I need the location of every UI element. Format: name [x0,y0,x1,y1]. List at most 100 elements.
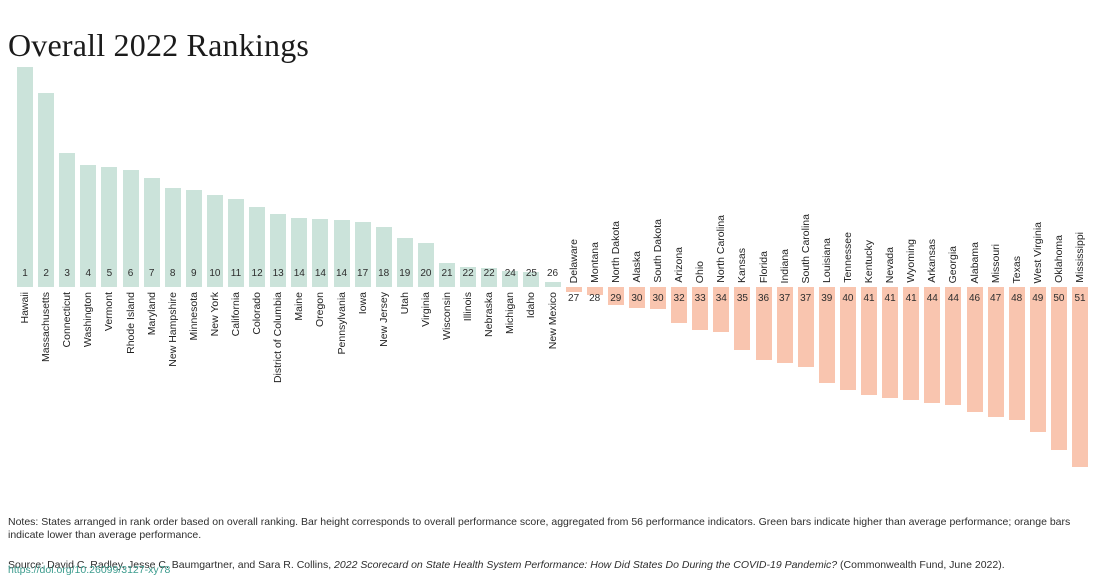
below-average-bar [1050,287,1067,450]
state-column: 29 North Dakota [607,65,624,477]
state-name-label: Nevada [884,246,897,283]
rank-label: 46 [968,293,981,304]
below-average-bar [797,287,814,367]
below-average-bar [671,287,688,323]
state-column: 9 Minnesota [185,65,202,477]
rank-label: 22 [462,268,474,279]
rank-label: 41 [884,293,896,304]
above-average-bar [312,219,329,287]
state-name-label: Kansas [736,247,749,283]
rank-label: 30 [652,293,664,304]
chart-notes: Notes: States arranged in rank order bas… [8,515,1071,541]
state-column: 5 Vermont [101,65,118,477]
doi-link[interactable]: https://doi.org/10.26099/3127-xy78 [8,564,171,576]
rank-label: 33 [694,293,706,304]
state-column: 14 Maine [291,65,308,477]
rank-label: 41 [863,293,875,304]
state-name-label: South Dakota [652,219,664,283]
state-name-label: Virginia [419,292,432,327]
state-column: 41 Kentucky [861,65,877,477]
state-column: 30 South Dakota [650,65,666,477]
state-name-label: Texas [1010,255,1023,283]
rank-label: 49 [1032,293,1044,304]
state-column: 28 Montana [586,65,603,477]
rank-label: 14 [293,268,305,279]
below-average-bar [650,287,666,309]
rank-label: 6 [127,268,134,279]
rank-label: 5 [106,268,113,279]
rank-label: 47 [990,293,1002,304]
state-name-label: Alaska [630,251,643,283]
source-prefix: Source: David C. Radley, Jesse C. Baumga… [8,558,335,571]
state-column: 36 Florida [755,65,772,477]
rank-label: 2 [43,268,49,279]
state-name-label: West Virginia [1031,221,1044,283]
state-name-label: Georgia [947,245,960,283]
below-average-bar [1029,287,1046,432]
state-name-label: New York [208,292,221,337]
state-name-label: Arizona [673,247,686,283]
state-column: 33 Ohio [692,65,709,477]
above-average-bar [249,207,266,287]
state-name-label: California [230,292,242,337]
rank-label: 36 [757,293,770,304]
rank-label: 40 [842,293,854,304]
state-column: 7 Maryland [143,65,160,477]
state-column: 27 Delaware [565,65,582,477]
rank-label: 28 [589,293,601,304]
rank-label: 17 [357,268,369,279]
above-average-bar [270,214,287,287]
rank-label: 18 [378,268,390,279]
state-column: 17 Iowa [354,65,371,477]
state-name-label: Utah [398,292,411,315]
state-name-label: Washington [82,292,95,348]
rank-label: 11 [230,268,242,279]
state-name-label: Kentucky [863,239,875,283]
source-suffix: (Commonwealth Fund, June 2022). [837,558,1005,571]
state-column: 41 Nevada [882,65,899,477]
rank-label: 41 [905,293,917,304]
state-column: 51 Mississippi [1072,65,1088,477]
above-average-bar [17,67,33,287]
below-average-bar [945,287,962,405]
state-name-label: Minnesota [187,292,200,341]
rank-label: 20 [420,268,432,279]
state-name-label: District of Columbia [272,292,285,384]
state-column: 49 West Virginia [1029,65,1046,477]
state-name-label: Louisiana [820,238,833,283]
above-average-bar [502,271,519,287]
chart: 1 Hawaii 2 Massachusetts 3 Connecticut 4 Washin… [17,65,1102,477]
state-name-label: Missouri [989,243,1002,283]
state-column: 12 Colorado [249,65,266,477]
state-name-label: North Dakota [609,221,622,283]
state-name-label: Oklahoma [1052,235,1065,283]
chart-source: Source: David C. Radley, Jesse C. Baumga… [8,559,1084,572]
state-column: 40 Tennessee [839,65,856,477]
state-name-label: Montana [588,242,601,283]
below-average-bar [818,287,835,383]
rank-label: 14 [314,268,326,279]
state-column: 35 Kansas [734,65,751,477]
rank-label: 37 [779,293,791,304]
state-column: 50 Oklahoma [1050,65,1067,477]
state-name-label: Wyoming [905,239,918,283]
above-average-bar [59,153,76,287]
state-column: 25 Idaho [523,65,540,477]
rank-label: 19 [399,268,411,279]
state-column: 1 Hawaii [17,65,33,477]
state-name-label: Pennsylvania [335,292,348,355]
below-average-bar [1072,287,1088,467]
rank-label: 1 [22,268,28,279]
above-average-bar [544,282,561,287]
state-column: 39 Louisiana [818,65,835,477]
rank-label: 24 [504,268,516,279]
state-name-label: New Mexico [546,292,559,350]
state-name-label: Nebraska [483,292,496,337]
state-column: 30 Alaska [628,65,645,477]
above-average-bar [481,268,498,287]
above-average-bar [354,222,371,287]
state-name-label: Indiana [778,248,791,283]
above-average-bar [164,188,181,287]
above-average-bar [80,165,97,287]
source-report-title: 2022 Scorecard on State Health System Pe… [334,558,838,571]
